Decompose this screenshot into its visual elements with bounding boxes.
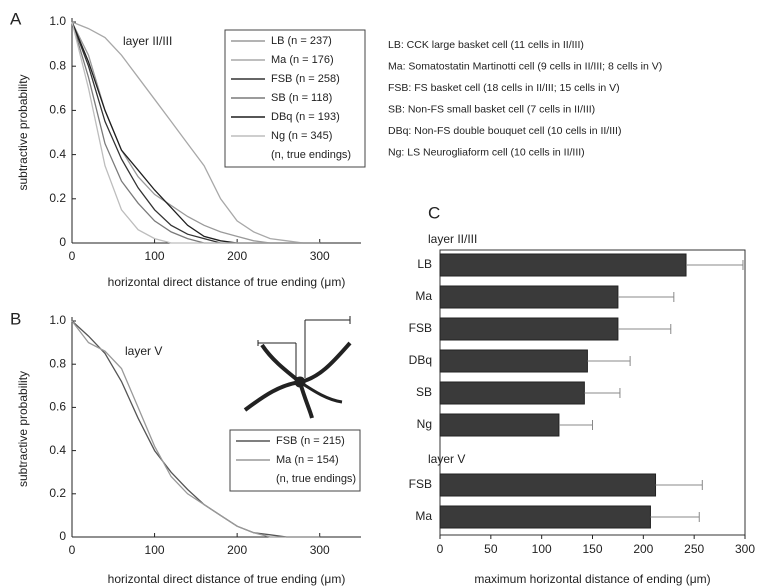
series-line [71,21,320,244]
y-tick-label: 0.4 [49,147,66,161]
x-axis-label: maximum horizontal distance of ending (μ… [474,572,710,586]
legend-note: FSB: FS basket cell (18 cells in II/III;… [388,82,620,94]
y-tick-label: Ma [415,289,432,303]
series-line [71,21,320,244]
legend-footnote: (n, true endings) [276,473,356,485]
series-line [71,320,320,538]
x-tick-label: 50 [484,542,498,556]
x-tick-label: 200 [227,249,247,263]
x-tick-label: 200 [633,542,653,556]
legend-label: LB (n = 237) [271,35,332,47]
x-tick-label: 250 [684,542,704,556]
legend-note: Ng: LS Neurogliaform cell (10 cells in I… [388,146,585,158]
y-tick-label: 1.0 [49,313,66,327]
error-bar [617,292,675,302]
bar [439,285,619,309]
legend-label: SB (n = 118) [271,92,332,104]
legend-label: Ng (n = 345) [271,130,332,142]
x-axis-label: horizontal direct distance of true endin… [108,572,346,586]
x-tick-label: 0 [437,542,444,556]
x-tick-label: 300 [310,249,330,263]
y-tick-label: Ng [417,417,432,431]
legend-label: FSB (n = 258) [271,73,340,85]
x-tick-label: 100 [532,542,552,556]
y-tick-label: 0.8 [49,58,66,72]
legend-note: Ma: Somatostatin Martinotti cell (9 cell… [388,60,662,72]
legend-label: Ma (n = 154) [276,454,339,466]
legend-label: DBq (n = 193) [271,111,340,123]
bar [439,413,560,437]
error-bar [655,480,703,490]
x-tick-label: 0 [69,249,76,263]
series-line [71,320,320,538]
y-axis-label: subtractive probability [16,74,30,190]
y-tick-label: 0.6 [49,103,66,117]
y-tick-label: LB [417,257,432,271]
legend-box [224,29,366,168]
y-tick-label: 0 [59,235,66,249]
legend-footnote: (n, true endings) [271,149,351,161]
error-bar [686,260,744,270]
error-bar [587,356,631,366]
neuron-inset [243,316,352,419]
x-tick-label: 200 [227,543,247,557]
bar [439,349,588,373]
bar [439,473,657,497]
y-tick-label: SB [416,385,432,399]
y-axis-label: subtractive probability [16,371,30,487]
x-tick-label: 150 [582,542,602,556]
annotation: layer V [125,344,162,358]
bar [439,505,651,529]
error-bar [558,420,593,430]
x-tick-label: 300 [735,542,755,556]
x-tick-label: 300 [310,543,330,557]
y-tick-label: 0 [59,529,66,543]
x-axis-label: horizontal direct distance of true endin… [108,275,346,289]
panel-label: A [10,9,22,28]
legend-note: LB: CCK large basket cell (11 cells in I… [388,39,584,51]
x-tick-label: 100 [145,543,165,557]
legend-note: DBq: Non-FS double bouquet cell (10 cell… [388,125,621,137]
panel-label: B [10,309,21,328]
y-tick-label: FSB [409,477,432,491]
error-bar [584,388,621,398]
y-tick-label: Ma [415,509,432,523]
legend-note: SB: Non-FS small basket cell (7 cells in… [388,103,595,115]
group-label: layer V [428,452,465,466]
bar [439,317,619,341]
x-tick-label: 100 [145,249,165,263]
bar [439,253,687,277]
annotation: layer II/III [123,34,172,48]
panel-label: C [428,203,440,222]
legend-label: FSB (n = 215) [276,435,345,447]
y-tick-label: 0.6 [49,400,66,414]
error-bar [617,324,672,334]
group-label: layer II/III [428,232,477,246]
y-tick-label: 0.8 [49,356,66,370]
y-tick-label: 0.2 [49,191,66,205]
y-tick-label: DBq [409,353,432,367]
bar [439,381,585,405]
y-tick-label: 0.4 [49,443,66,457]
y-tick-label: 1.0 [49,14,66,28]
x-tick-label: 0 [69,543,76,557]
error-bar [650,512,700,522]
y-tick-label: 0.2 [49,486,66,500]
y-tick-label: FSB [409,321,432,335]
legend-label: Ma (n = 176) [271,54,334,66]
